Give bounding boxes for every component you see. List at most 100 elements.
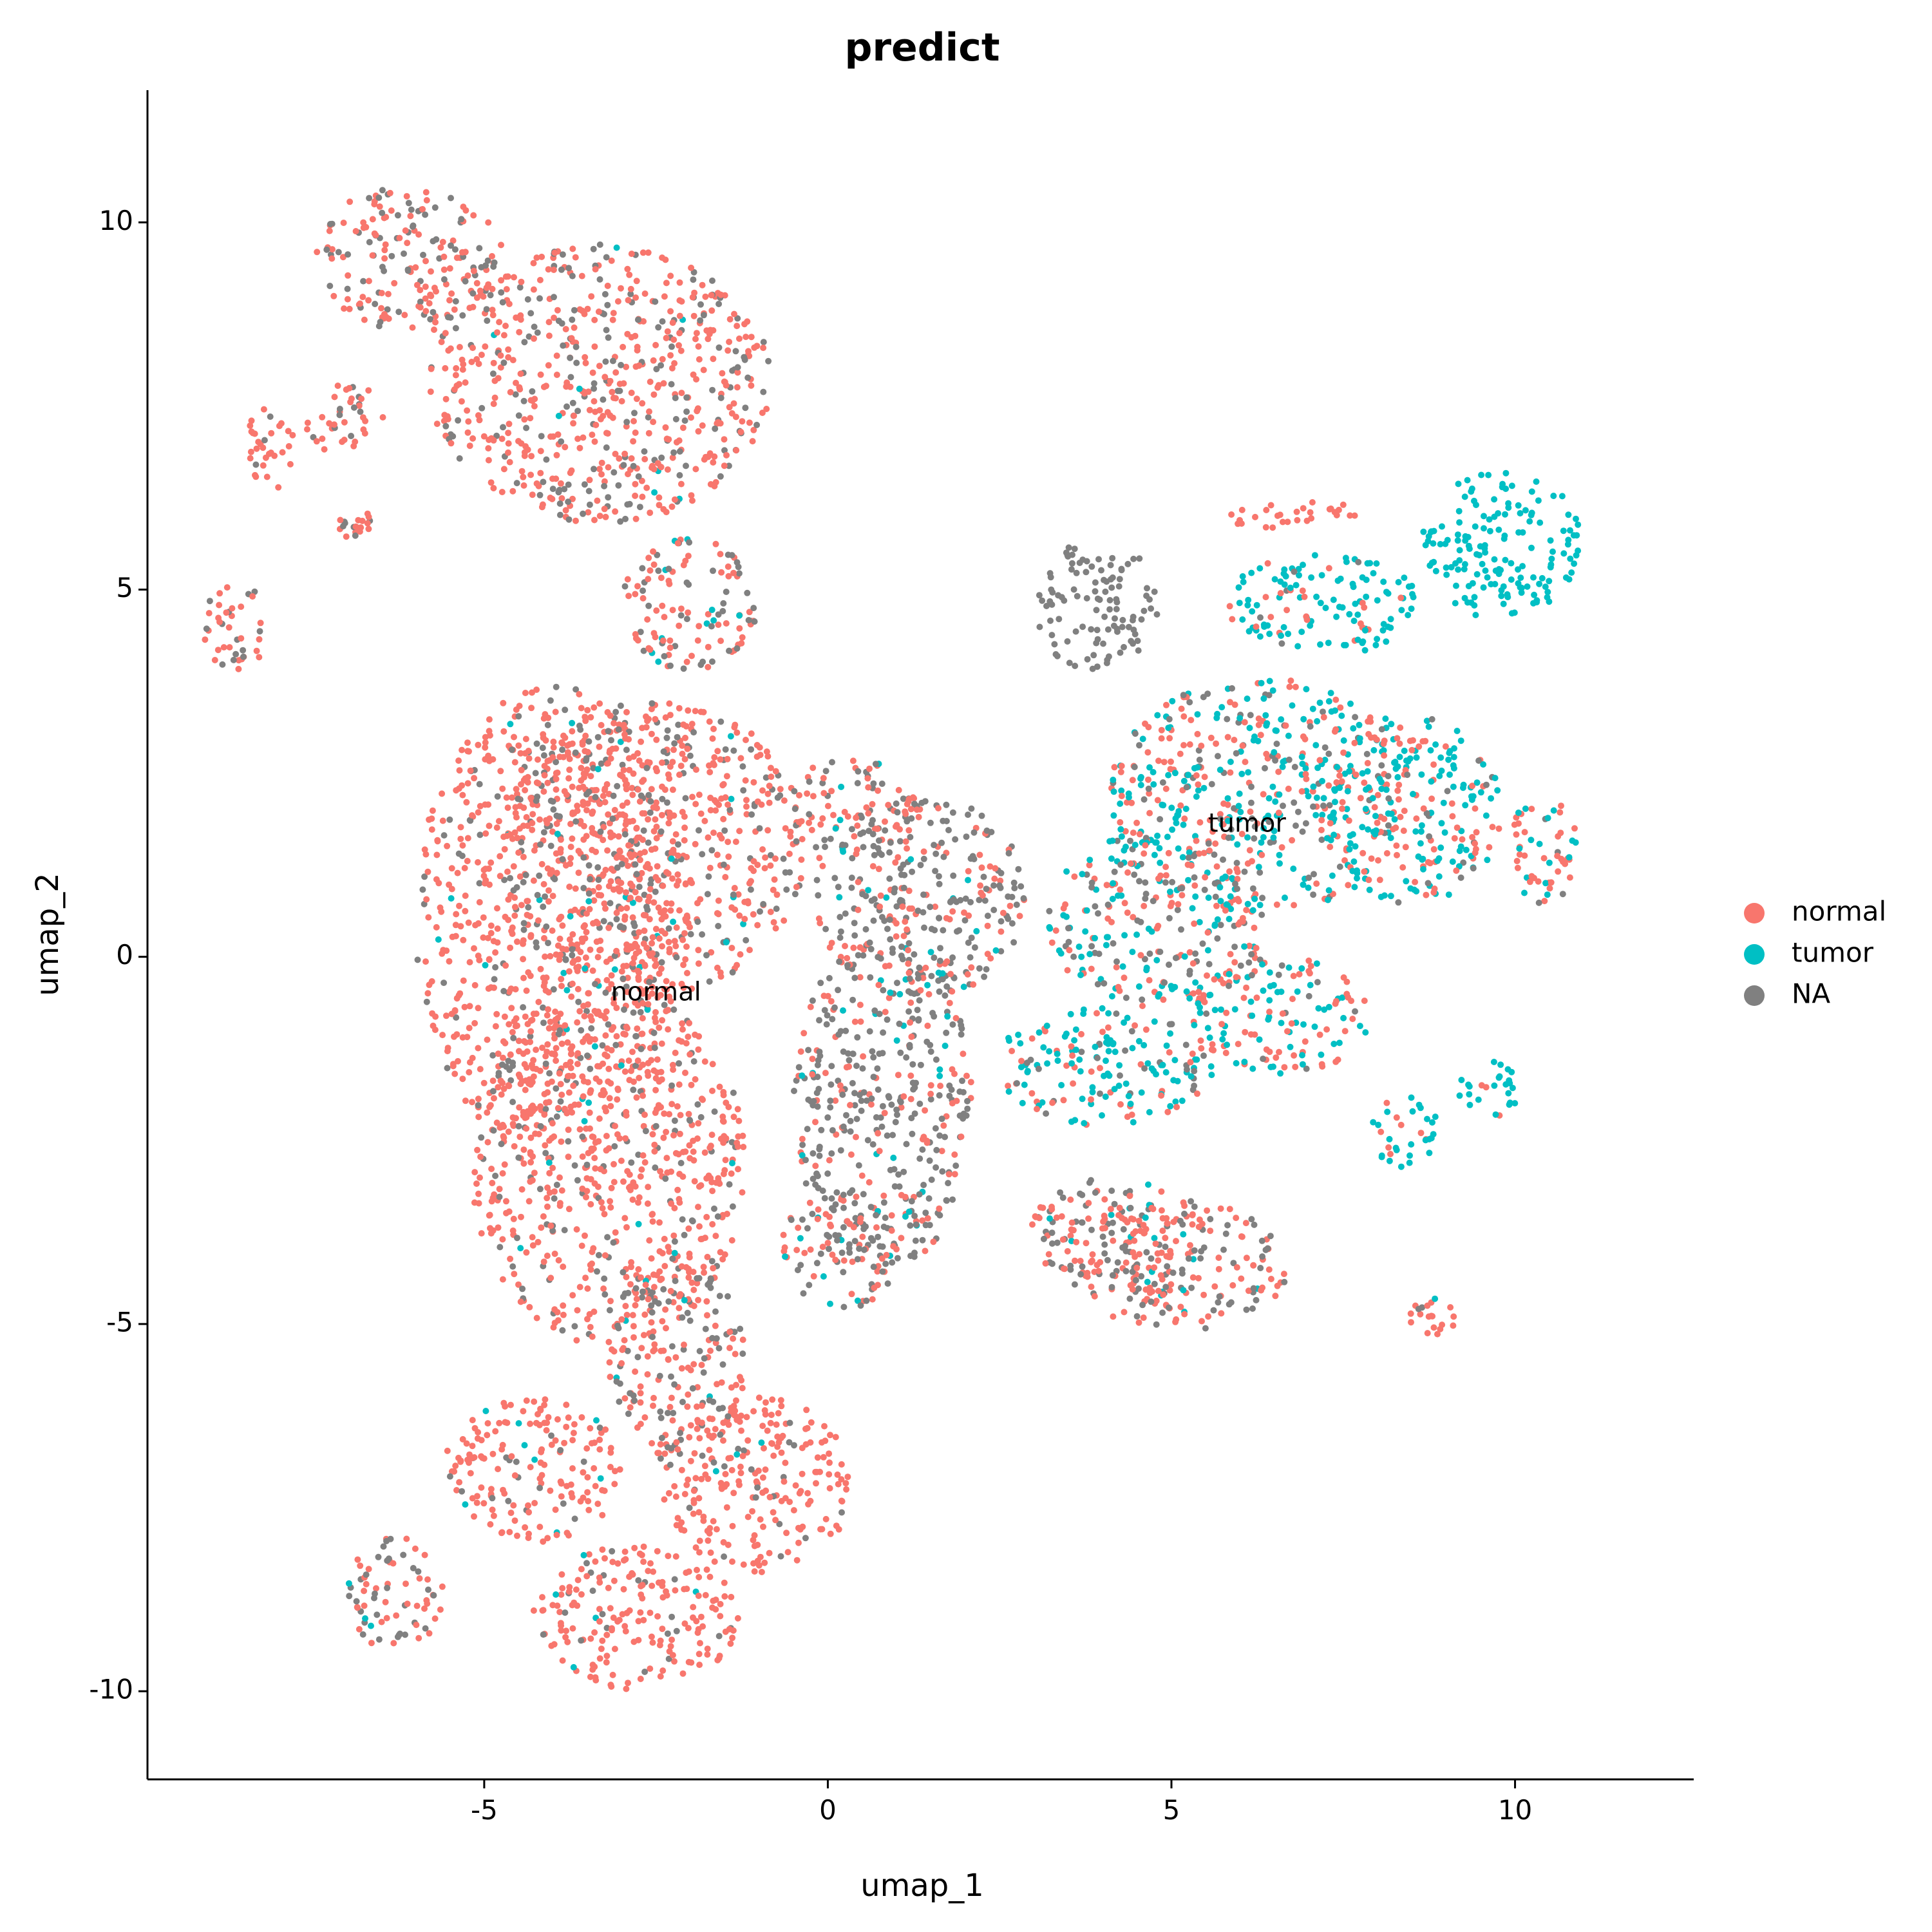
scatter-point	[594, 954, 601, 961]
scatter-point	[647, 798, 654, 805]
scatter-point	[565, 1532, 572, 1539]
scatter-point	[654, 1056, 661, 1063]
scatter-point	[486, 1212, 493, 1219]
scatter-point	[810, 1175, 817, 1182]
scatter-point	[522, 1114, 529, 1121]
scatter-point	[655, 658, 662, 665]
scatter-point	[518, 278, 525, 285]
scatter-point	[607, 377, 614, 384]
scatter-point	[523, 1397, 530, 1404]
scatter-point	[678, 1466, 685, 1473]
scatter-point	[537, 1103, 544, 1110]
scatter-point	[495, 1050, 502, 1057]
scatter-point	[476, 880, 483, 887]
scatter-point	[648, 1302, 655, 1309]
scatter-point	[554, 830, 561, 837]
scatter-point	[745, 617, 752, 623]
scatter-point	[715, 1405, 723, 1412]
scatter-point	[562, 1609, 569, 1616]
scatter-point	[767, 862, 774, 869]
scatter-point	[678, 980, 685, 987]
scatter-point	[478, 352, 485, 358]
scatter-point	[459, 312, 466, 319]
scatter-point	[637, 1173, 644, 1180]
scatter-point	[512, 810, 519, 817]
scatter-point	[670, 1410, 677, 1417]
scatter-point	[553, 1181, 560, 1188]
scatter-point	[573, 686, 580, 693]
scatter-point	[607, 1298, 614, 1305]
scatter-point	[652, 1018, 659, 1025]
scatter-point	[498, 277, 505, 284]
scatter-point	[692, 1475, 699, 1482]
scatter-point	[682, 881, 689, 888]
scatter-point	[671, 740, 678, 747]
scatter-point	[531, 335, 537, 342]
scatter-point	[578, 935, 585, 942]
scatter-point	[681, 417, 688, 424]
scatter-point	[567, 844, 574, 850]
scatter-point	[592, 266, 599, 273]
scatter-point	[664, 799, 670, 806]
scatter-point	[479, 1454, 486, 1461]
scatter-point	[719, 370, 726, 377]
scatter-point	[558, 1138, 565, 1145]
scatter-point	[886, 875, 893, 882]
scatter-point	[372, 232, 379, 239]
scatter-point	[650, 1271, 657, 1278]
scatter-point	[446, 1473, 453, 1480]
scatter-point	[607, 1204, 614, 1211]
scatter-point	[512, 391, 519, 398]
scatter-point	[551, 1306, 558, 1313]
scatter-point	[688, 1081, 695, 1088]
scatter-point	[573, 359, 580, 366]
scatter-point	[477, 287, 484, 294]
scatter-point	[1121, 1309, 1128, 1316]
scatter-point	[782, 1253, 788, 1260]
scatter-point	[647, 509, 654, 516]
scatter-point	[656, 502, 663, 509]
scatter-point	[998, 948, 1005, 955]
scatter-point	[917, 987, 924, 994]
scatter-point	[714, 910, 721, 917]
scatter-point	[571, 1162, 578, 1169]
scatter-point	[467, 767, 474, 774]
scatter-point	[942, 1133, 949, 1141]
scatter-point	[1020, 895, 1027, 902]
scatter-point	[714, 964, 721, 971]
scatter-point	[1085, 1200, 1092, 1207]
scatter-point	[459, 1488, 466, 1495]
scatter-point	[527, 932, 535, 939]
scatter-point	[776, 1520, 783, 1528]
scatter-point	[817, 920, 824, 927]
scatter-point	[885, 1093, 892, 1100]
scatter-point	[855, 878, 862, 886]
scatter-point	[711, 1108, 718, 1115]
scatter-point	[927, 1048, 934, 1055]
scatter-point	[597, 1166, 604, 1173]
scatter-point	[667, 1287, 674, 1294]
scatter-point	[653, 799, 659, 806]
scatter-point	[472, 922, 479, 929]
scatter-point	[471, 1199, 478, 1206]
scatter-point	[824, 1170, 831, 1177]
scatter-point	[795, 1224, 802, 1231]
scatter-point	[560, 1302, 567, 1309]
scatter-point	[599, 1611, 606, 1618]
scatter-point	[616, 1135, 623, 1142]
scatter-point	[574, 435, 582, 442]
scatter-point	[253, 445, 260, 452]
scatter-point	[471, 1425, 478, 1432]
scatter-point	[936, 958, 943, 964]
scatter-point	[605, 760, 612, 767]
scatter-point	[660, 1286, 667, 1293]
scatter-point	[671, 1249, 678, 1256]
scatter-point	[711, 1205, 717, 1212]
scatter-point	[889, 945, 896, 952]
scatter-point	[723, 939, 730, 946]
scatter-point	[369, 252, 376, 259]
scatter-point	[499, 1170, 506, 1177]
scatter-point	[597, 828, 604, 835]
scatter-point	[591, 1036, 598, 1043]
scatter-point	[488, 1486, 495, 1493]
